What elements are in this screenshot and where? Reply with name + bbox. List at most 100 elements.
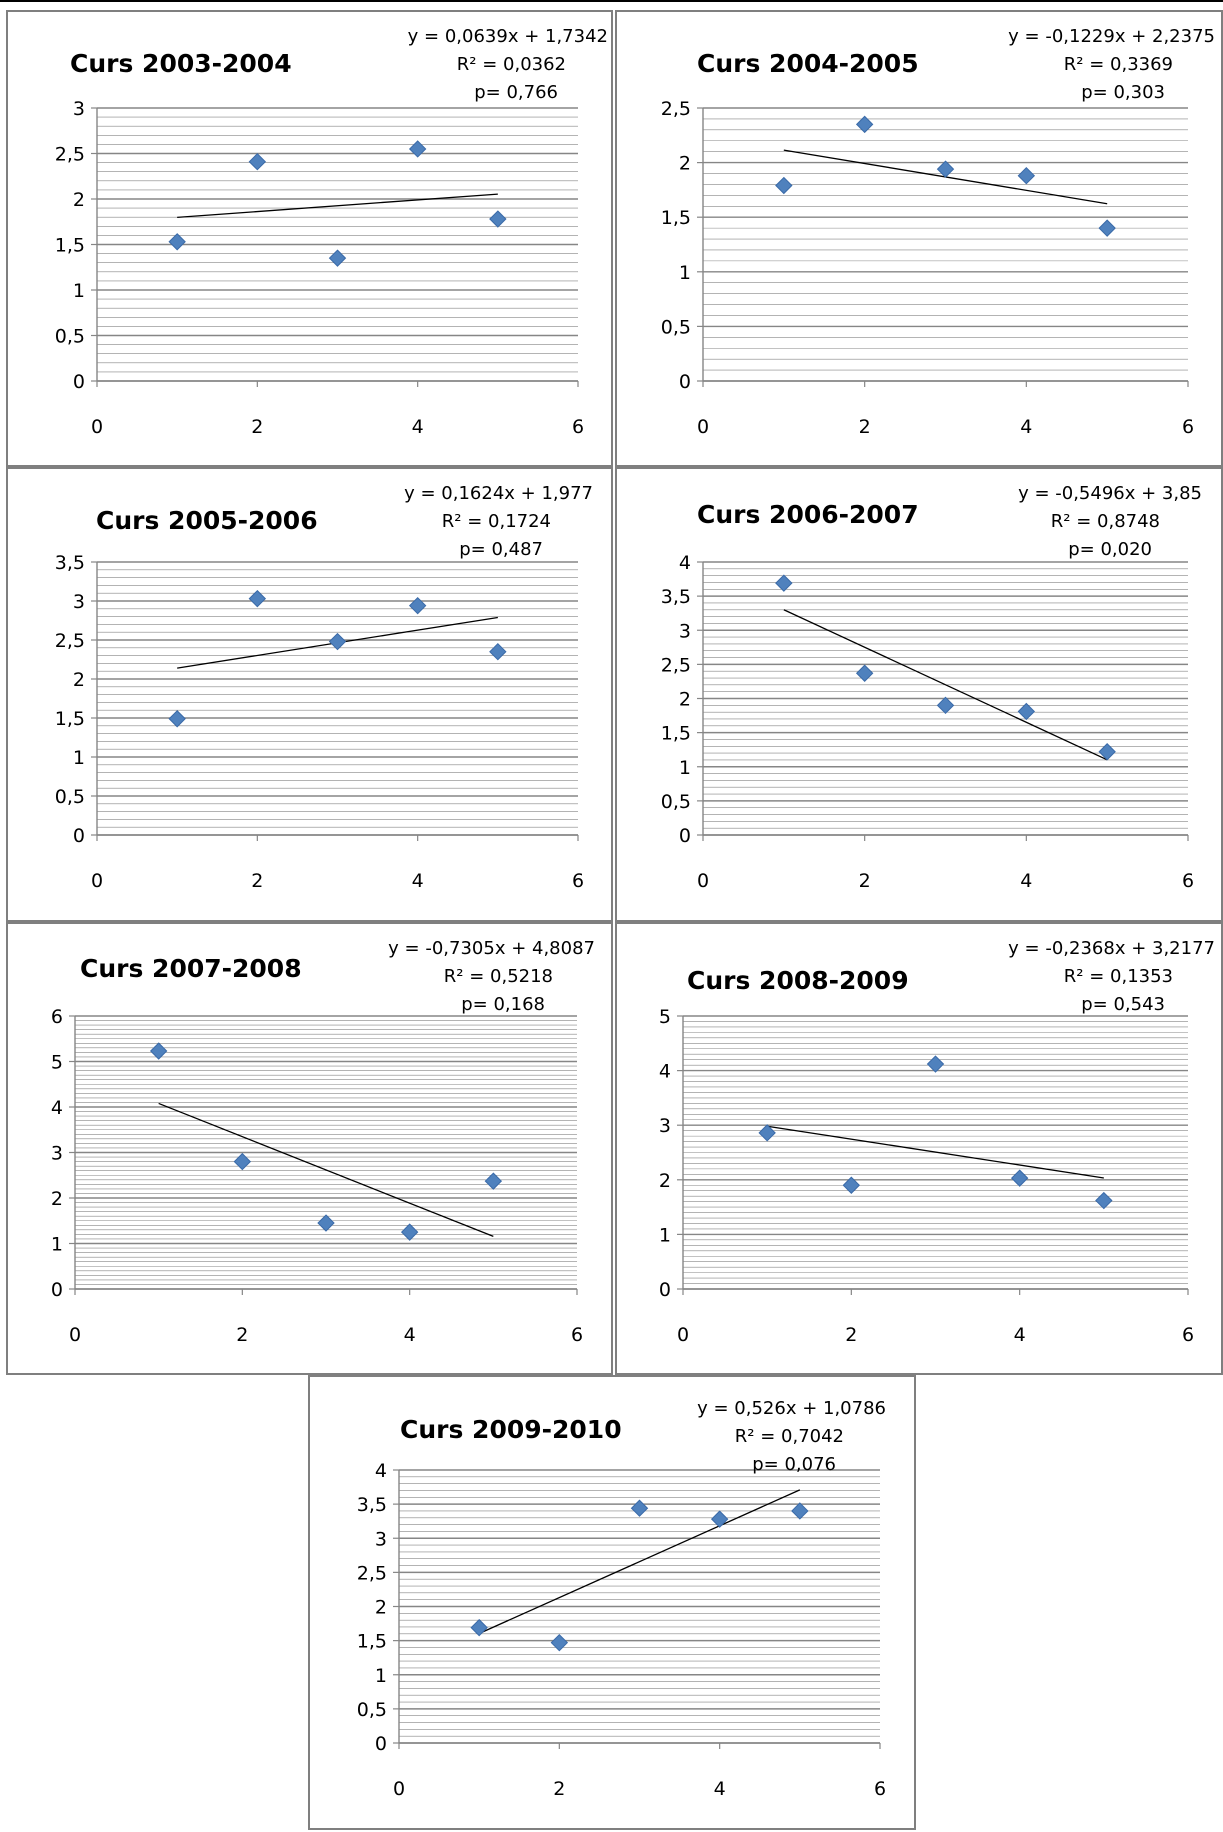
x-tick-label: 4 xyxy=(1020,416,1032,438)
x-tick-label: 6 xyxy=(572,416,584,438)
data-point xyxy=(1017,166,1036,185)
x-tick-label: 6 xyxy=(1182,416,1194,438)
y-tick-label: 2,5 xyxy=(661,98,691,120)
y-tick-label: 3,5 xyxy=(357,1494,387,1516)
r-squared-label: R² = 0,5218 xyxy=(444,966,553,987)
y-tick-label: 1,5 xyxy=(357,1631,387,1653)
data-point xyxy=(926,1055,945,1073)
chart-title: Curs 2004-2005 xyxy=(697,49,919,78)
y-tick-label: 6 xyxy=(51,1006,63,1028)
top-rule xyxy=(0,0,1223,2)
x-tick-label: 6 xyxy=(1182,1324,1194,1346)
data-point xyxy=(168,710,186,728)
y-tick-label: 3,5 xyxy=(661,586,691,608)
y-tick-label: 0,5 xyxy=(357,1699,387,1721)
x-tick-label: 0 xyxy=(393,1778,405,1800)
y-tick-label: 4 xyxy=(679,552,691,574)
r-squared-label: R² = 0,1353 xyxy=(1064,966,1173,987)
trendline xyxy=(478,1489,801,1635)
y-tick-label: 2 xyxy=(659,1170,671,1192)
x-tick-label: 4 xyxy=(1014,1324,1026,1346)
p-value-label: p= 0,303 xyxy=(1081,82,1165,103)
data-point xyxy=(1098,743,1116,761)
data-point xyxy=(630,1499,649,1517)
data-point xyxy=(1010,1169,1029,1187)
y-tick-label: 2 xyxy=(679,689,691,711)
y-tick-label: 3,5 xyxy=(55,552,85,574)
y-tick-label: 1 xyxy=(375,1665,387,1687)
data-point xyxy=(149,1042,168,1060)
data-point xyxy=(248,152,267,171)
data-point xyxy=(855,115,874,134)
r-squared-label: R² = 0,7042 xyxy=(735,1426,844,1447)
chart-panel-6: 0 0,5 1 1,5 2 2,5 3 3,5 4 0 2 4 6 Curs 2009-2010 y = 0… xyxy=(308,1375,916,1830)
x-tick-label: 6 xyxy=(1182,870,1194,892)
r-squared-label: R² = 0,0362 xyxy=(457,54,566,75)
y-tick-label: 2 xyxy=(73,189,85,211)
y-tick-label: 1 xyxy=(659,1224,671,1246)
x-tick-label: 4 xyxy=(714,1778,726,1800)
y-tick-label: 1 xyxy=(679,757,691,779)
chart-title: Curs 2003-2004 xyxy=(70,49,292,78)
y-tick-label: 3 xyxy=(51,1143,63,1165)
p-value-label: p= 0,766 xyxy=(474,82,558,103)
y-tick-label: 2,5 xyxy=(55,630,85,652)
y-tick-label: 1,5 xyxy=(661,723,691,745)
x-tick-label: 0 xyxy=(677,1324,689,1346)
data-point xyxy=(1098,219,1116,237)
data-point xyxy=(400,1223,419,1241)
x-tick-label: 6 xyxy=(572,870,584,892)
x-tick-label: 4 xyxy=(412,416,424,438)
data-point xyxy=(842,1176,861,1194)
chart-panel-5: 0 1 2 3 4 5 0 2 4 6 Curs 2008-2009 y = -0,2368x + 3… xyxy=(615,922,1223,1375)
x-tick-label: 0 xyxy=(697,416,709,438)
y-tick-label: 2,5 xyxy=(55,144,85,166)
trendline xyxy=(783,609,1108,761)
chart-svg-5: 0 1 2 3 4 5 0 2 4 6 Curs 2008-2009 y = -0,2368x + 3… xyxy=(659,938,1215,1346)
regression-equation: y = 0,526x + 1,0786 xyxy=(697,1398,886,1419)
chart-title: Curs 2009-2010 xyxy=(400,1415,622,1444)
x-tick-label: 4 xyxy=(412,870,424,892)
y-tick-label: 0,5 xyxy=(661,791,691,813)
x-tick-label: 2 xyxy=(845,1324,857,1346)
y-tick-label: 3 xyxy=(659,1115,671,1137)
chart-svg-3: 0 0,5 1 1,5 2 2,5 3 3,5 4 0 2 4 6 Curs 2006-2007 y = -… xyxy=(661,483,1202,892)
x-tick-label: 2 xyxy=(553,1778,565,1800)
chart-panel-4: 0 1 2 3 4 5 6 0 2 4 6 Curs 2007-2008 y = -0,7305x + … xyxy=(6,922,613,1375)
y-tick-label: 0 xyxy=(51,1279,63,1301)
x-tick-label: 0 xyxy=(69,1324,81,1346)
data-point xyxy=(328,632,347,651)
y-tick-label: 4 xyxy=(51,1097,63,1119)
chart-panel-3: 0 0,5 1 1,5 2 2,5 3 3,5 4 0 2 4 6 Curs 2006-2007 y = -… xyxy=(615,467,1223,922)
x-tick-label: 2 xyxy=(251,870,263,892)
x-tick-label: 6 xyxy=(571,1324,583,1346)
data-point xyxy=(936,160,955,178)
trendline xyxy=(767,1125,1104,1179)
r-squared-label: R² = 0,8748 xyxy=(1051,511,1160,532)
y-tick-label: 4 xyxy=(659,1061,671,1083)
regression-equation: y = 0,0639x + 1,7342 xyxy=(408,26,608,47)
data-point xyxy=(936,696,955,715)
x-tick-label: 4 xyxy=(1020,870,1032,892)
regression-equation: y = -0,5496x + 3,85 xyxy=(1018,483,1202,504)
x-tick-label: 2 xyxy=(251,416,263,438)
y-tick-label: 3 xyxy=(679,620,691,642)
y-tick-label: 1,5 xyxy=(55,708,85,730)
chart-title: Curs 2007-2008 xyxy=(80,954,302,983)
chart-panel-1: 0 0,5 1 1,5 2 2,5 0 2 4 6 Curs 2004-2005 y = -0,122… xyxy=(615,10,1223,467)
y-tick-label: 1 xyxy=(679,262,691,284)
p-value-label: p= 0,543 xyxy=(1081,994,1165,1015)
y-tick-label: 0 xyxy=(679,371,691,393)
p-value-label: p= 0,076 xyxy=(752,1454,836,1475)
data-point xyxy=(484,1172,503,1190)
y-tick-label: 1,5 xyxy=(661,207,691,229)
y-tick-label: 5 xyxy=(659,1006,671,1028)
y-tick-label: 2,5 xyxy=(357,1562,387,1584)
data-point xyxy=(408,596,427,615)
y-tick-label: 1 xyxy=(73,280,85,302)
y-tick-label: 3 xyxy=(73,98,85,120)
y-tick-label: 1 xyxy=(73,747,85,769)
y-tick-label: 0 xyxy=(375,1733,387,1755)
y-tick-label: 1,5 xyxy=(55,235,85,257)
p-value-label: p= 0,168 xyxy=(461,994,545,1015)
